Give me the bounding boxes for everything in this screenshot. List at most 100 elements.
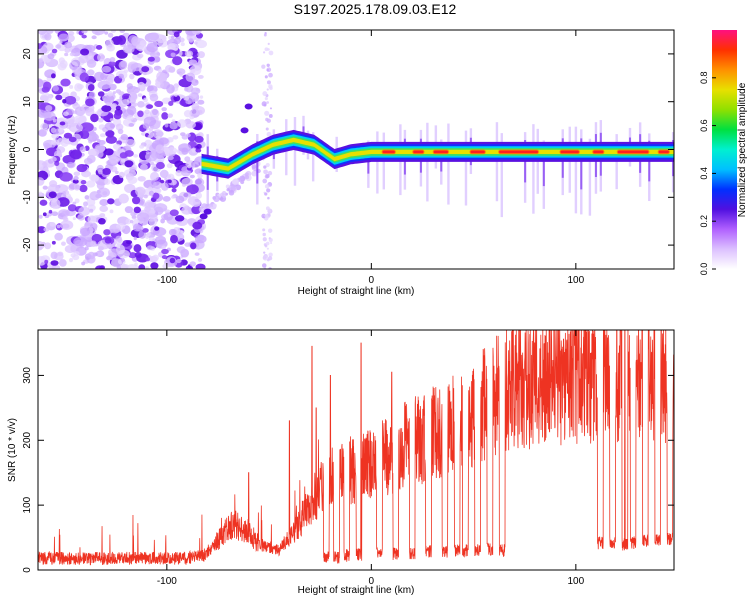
noise-blob: [61, 210, 69, 216]
spectrogram-y-ticks: 20 10 0 -10 -20: [22, 48, 674, 252]
noise-blob: [156, 52, 161, 56]
noise-blob: [51, 211, 59, 217]
noise-blob: [145, 257, 151, 262]
noise-blob: [195, 148, 202, 153]
noise-blob: [168, 228, 177, 236]
noise-blob: [96, 181, 105, 190]
noise-blob: [74, 83, 83, 92]
noise-blob: [58, 33, 70, 42]
noise-point: [267, 196, 270, 200]
noise-blob: [52, 118, 57, 123]
noise-blob: [58, 259, 67, 267]
noise-blob: [172, 56, 183, 66]
noise-blob: [173, 37, 181, 45]
noise-blob: [181, 134, 189, 140]
noise-blob: [168, 35, 172, 40]
noise-blob: [139, 144, 145, 149]
noise-blob: [86, 180, 96, 188]
noise-blob: [152, 181, 163, 189]
noise-blob: [79, 184, 88, 193]
noise-blob: [149, 171, 160, 182]
noise-blob: [143, 97, 148, 103]
noise-blob: [110, 166, 118, 173]
snr-panel: -100 0 100 0 100 200 300 Height of straight l…: [7, 329, 675, 596]
noise-blob: [117, 249, 130, 259]
noise-blob: [147, 56, 155, 62]
noise-blob: [190, 87, 201, 95]
noise-blob: [108, 156, 120, 164]
noise-blob: [87, 83, 95, 92]
noise-blob: [164, 123, 169, 128]
noise-blob: [190, 242, 197, 250]
spectral-burst: [588, 138, 592, 216]
noise-point: [244, 172, 249, 177]
colorbar: 0.0 0.2 0.4 0.6 0.8 Normalized spectral ampl…: [699, 30, 748, 275]
noise-blob: [55, 94, 63, 101]
noise-blob: [44, 242, 52, 250]
noise-blob: [175, 195, 185, 204]
noise-blob: [43, 111, 56, 121]
noise-blob: [102, 167, 111, 176]
noise-blob: [83, 201, 88, 207]
noise-blob: [195, 192, 202, 199]
noise-blob: [116, 264, 121, 269]
noise-blob: [67, 204, 77, 212]
noise-blob: [166, 163, 173, 169]
noise-blob: [90, 240, 97, 248]
snr-frame: [37, 329, 675, 571]
noise-blob: [108, 61, 116, 67]
spectrogram-y-axis-label: Frequency (Hz): [7, 116, 18, 185]
noise-blob: [97, 187, 110, 198]
noise-blob: [129, 219, 134, 224]
noise-blob: [68, 136, 77, 143]
noise-point: [262, 232, 266, 237]
noise-blob: [126, 105, 137, 116]
signal-blob: [199, 213, 208, 220]
noise-blob: [129, 73, 135, 80]
noise-blob: [135, 186, 146, 196]
noise-blob: [104, 148, 114, 156]
noise-blob: [50, 156, 57, 162]
signal-core: [658, 150, 669, 154]
noise-blob: [86, 154, 96, 164]
noise-blob: [155, 120, 162, 125]
noise-blob: [162, 263, 169, 269]
spectral-burst: [293, 117, 297, 186]
noise-blob: [72, 201, 77, 205]
noise-blob: [84, 195, 90, 200]
noise-blob: [189, 65, 202, 76]
noise-blob: [131, 36, 141, 46]
noise-blob: [104, 237, 112, 244]
noise-blob: [126, 240, 133, 245]
signal-core: [382, 150, 395, 154]
noise-blob: [194, 252, 200, 256]
noise-blob: [198, 74, 204, 79]
noise-blob: [138, 230, 147, 239]
noise-point: [264, 192, 268, 196]
noise-blob: [91, 233, 103, 243]
noise-blob: [161, 107, 167, 112]
noise-blob: [40, 92, 53, 103]
chart-title: S197.2025.178.09.03.E12: [293, 1, 457, 17]
noise-point: [265, 241, 270, 246]
snr-series-line: [38, 330, 674, 566]
noise-blob: [43, 142, 50, 148]
noise-blob: [73, 175, 79, 181]
noise-blob: [64, 95, 77, 105]
noise-blob: [154, 226, 160, 231]
noise-blob: [129, 166, 136, 173]
noise-blob: [194, 234, 207, 244]
noise-blob: [57, 137, 64, 145]
noise-blob: [171, 195, 175, 199]
noise-blob: [166, 173, 175, 180]
noise-blob: [146, 245, 154, 251]
noise-point: [262, 51, 266, 54]
noise-blob: [159, 169, 169, 179]
noise-blob: [135, 224, 144, 232]
noise-blob: [151, 108, 159, 116]
noise-blob: [148, 32, 160, 41]
noise-blob: [97, 169, 103, 175]
snr-y-tick-label: 100: [22, 496, 33, 513]
noise-blob: [47, 53, 55, 60]
noise-blob: [118, 171, 125, 179]
